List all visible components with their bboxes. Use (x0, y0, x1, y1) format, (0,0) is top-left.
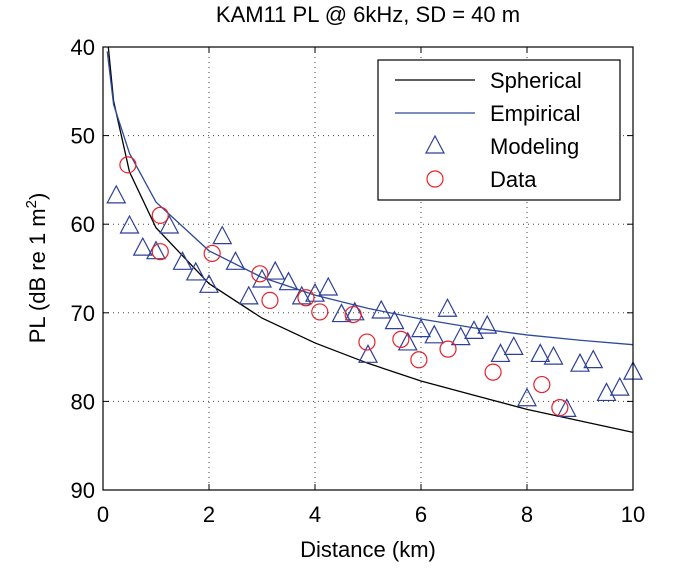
triangle-marker (199, 274, 219, 293)
triangle-marker (238, 285, 259, 305)
series-line (107, 46, 634, 434)
y-tick-label: 90 (71, 478, 95, 503)
triangle-marker (450, 326, 471, 346)
circle-marker (358, 333, 376, 351)
triangle-marker (437, 297, 458, 317)
y-label-end: ) (25, 193, 50, 200)
triangle-marker (556, 398, 577, 417)
circle-marker (311, 303, 329, 321)
triangle-marker (265, 260, 286, 280)
triangle-marker (305, 282, 325, 302)
triangle-marker (185, 261, 206, 281)
circle-marker (392, 330, 410, 348)
triangle-marker (543, 345, 564, 365)
circle-marker (551, 399, 569, 417)
circle-marker (533, 375, 551, 394)
circle-marker (119, 156, 137, 174)
y-tick-label: 40 (71, 35, 95, 60)
legend-label: Modeling (490, 134, 579, 159)
triangle-marker (583, 349, 604, 369)
legend-label: Data (490, 167, 537, 192)
circle-marker (151, 206, 169, 224)
triangle-marker (172, 251, 193, 270)
x-tick-label: 0 (97, 502, 109, 527)
legend-box (377, 59, 621, 201)
triangle-marker (212, 225, 233, 245)
triangle-marker (477, 314, 498, 334)
triangle-marker (159, 214, 180, 234)
circle-marker (261, 291, 279, 309)
y-tick-label: 50 (71, 124, 95, 149)
triangle-marker (278, 271, 299, 291)
triangle-marker (397, 331, 418, 351)
legend-marker (425, 134, 445, 154)
triangle-marker (358, 344, 378, 363)
legend-marker (426, 170, 444, 188)
triangle-marker (570, 352, 590, 372)
x-tick-label: 2 (203, 502, 215, 527)
y-axis-label: PL (dB re 1 m2) (23, 193, 50, 344)
axes-box (102, 46, 634, 491)
y-label-text: PL (dB re 1 m (25, 208, 50, 343)
triangle-marker (411, 318, 431, 338)
triangle-marker (596, 382, 617, 402)
triangle-marker (609, 376, 630, 396)
x-tick-label: 8 (521, 502, 533, 527)
circle-marker (203, 244, 221, 263)
triangle-marker (106, 184, 127, 204)
y-tick-label: 60 (71, 212, 95, 237)
circle-marker (151, 243, 169, 261)
legend-label: Spherical (490, 68, 582, 93)
triangle-marker (344, 301, 365, 321)
triangle-marker (318, 276, 339, 296)
x-tick-label: 6 (415, 502, 427, 527)
circle-marker (344, 305, 362, 324)
triangle-marker (371, 299, 392, 319)
triangle-marker (225, 251, 246, 270)
y-tick-label: 70 (71, 301, 95, 326)
circle-marker (251, 265, 269, 283)
x-tick-label: 10 (621, 502, 645, 527)
triangle-marker (424, 324, 445, 344)
triangle-marker (119, 214, 140, 234)
triangle-marker (132, 236, 153, 256)
triangle-marker (384, 310, 405, 330)
circle-marker (439, 340, 457, 358)
y-label-sup: 2 (23, 200, 40, 208)
y-tick-label: 80 (71, 389, 95, 414)
triangle-marker (530, 343, 551, 363)
circle-marker (410, 351, 428, 369)
triangle-marker (503, 336, 524, 355)
triangle-marker (464, 320, 484, 340)
chart-title: KAM11 PL @ 6kHz, SD = 40 m (216, 2, 520, 27)
series-line (106, 51, 634, 346)
circle-marker (484, 363, 502, 381)
x-axis-label: Distance (km) (300, 537, 436, 562)
triangle-marker (517, 387, 537, 407)
legend-label: Empirical (490, 101, 580, 126)
triangle-marker (331, 303, 352, 323)
circle-marker (297, 289, 315, 307)
x-tick-label: 4 (309, 502, 321, 527)
